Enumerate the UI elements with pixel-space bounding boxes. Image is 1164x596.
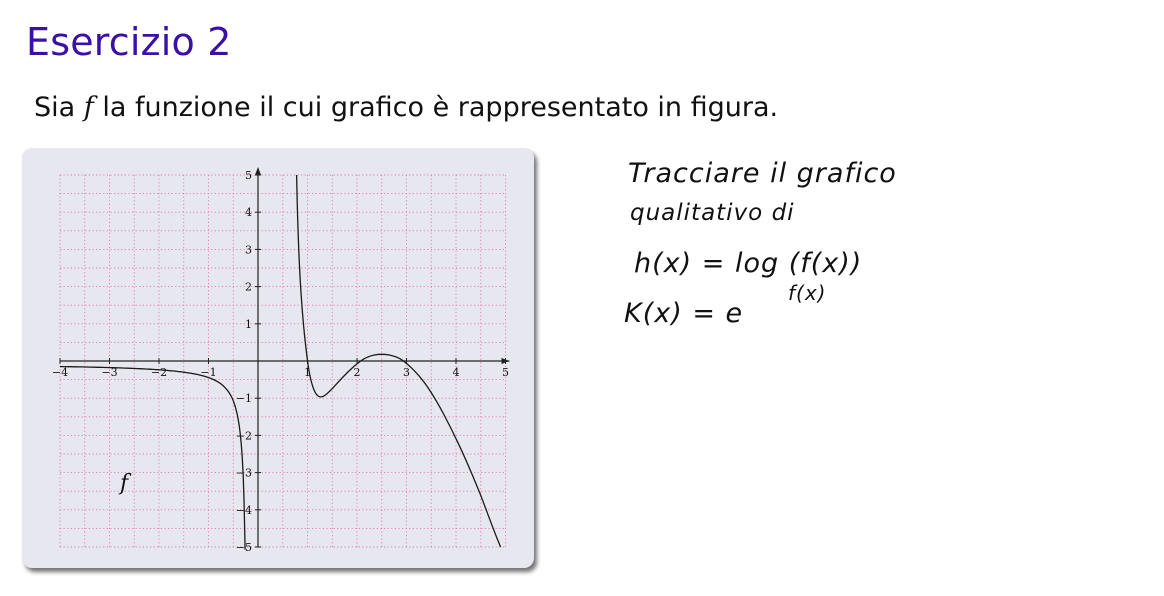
note-line-3: h(x) = log (f(x)) (634, 248, 862, 279)
graph-axes (60, 167, 510, 547)
intro-variable: f (83, 92, 94, 123)
x-tick-label: 1 (304, 366, 311, 379)
graph-grid (59, 174, 506, 548)
y-tick-label: 2 (245, 281, 252, 294)
y-tick-label: 5 (245, 169, 252, 182)
y-tick-label: −2 (236, 429, 252, 442)
note-line-4: K(x) = e (624, 298, 743, 329)
y-tick-label: −1 (236, 392, 252, 405)
x-tick-label: −3 (101, 366, 117, 379)
x-tick-label: 2 (354, 366, 361, 379)
slide-title: Esercizio 2 (26, 20, 232, 64)
note-line-1: Tracciare il grafico (628, 158, 897, 189)
x-tick-label: 5 (502, 366, 509, 379)
intro-after: la funzione il cui grafico è rappresenta… (93, 92, 779, 123)
y-tick-label: 4 (245, 206, 252, 219)
x-tick-label: 4 (453, 366, 460, 379)
curve-right-branch (295, 174, 502, 548)
y-tick-label: −3 (236, 467, 252, 480)
intro-text: Sia f la funzione il cui grafico è rappr… (34, 92, 778, 123)
x-tick-label: 3 (403, 366, 410, 379)
y-tick-label: 1 (245, 318, 252, 331)
curve-left-branch (59, 365, 246, 550)
note-line-2: qualitativo di (630, 200, 795, 226)
y-axis-arrow (255, 167, 261, 175)
y-tick-label: 3 (245, 243, 252, 256)
y-tick-label: −5 (236, 541, 252, 554)
function-graph-panel: −4 −3 −2 −1 1 2 3 4 5 5 4 3 2 1 −1 −2 −3 −4 −5 f (22, 148, 534, 568)
note-line-4-exponent: f(x) (788, 281, 826, 305)
intro-before: Sia (34, 92, 84, 123)
x-tick-label: −2 (151, 366, 167, 379)
handwritten-notes: Tracciare il grafico qualitativo di h(x)… (600, 140, 1020, 344)
function-label: f (118, 471, 132, 496)
x-tick-label: −4 (52, 366, 68, 379)
